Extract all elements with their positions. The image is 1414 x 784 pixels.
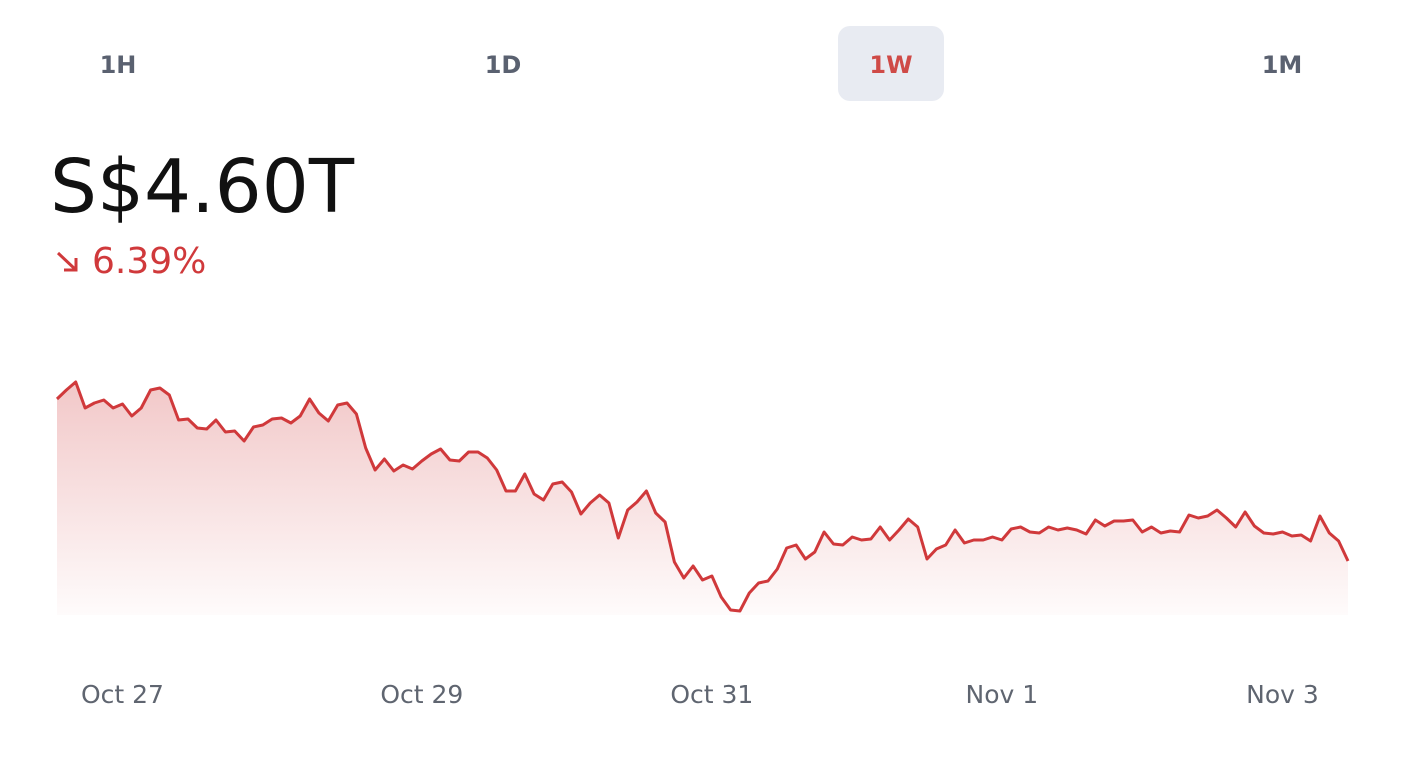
- x-tick-label: Nov 3: [1246, 680, 1319, 709]
- tab-highlight: [838, 26, 944, 101]
- tab[interactable]: 1W: [869, 51, 912, 79]
- down-arrow: [56, 251, 78, 272]
- area-fill: [57, 382, 1348, 615]
- price: S$4.60T: [50, 144, 355, 230]
- x-tick-label: Oct 29: [380, 680, 463, 709]
- tab[interactable]: 1H: [100, 51, 137, 79]
- tab[interactable]: 1M: [1262, 51, 1303, 79]
- change: 6.39%: [92, 241, 206, 282]
- tab[interactable]: 1D: [485, 51, 522, 79]
- x-tick-label: Nov 1: [966, 680, 1039, 709]
- x-tick-label: Oct 31: [670, 680, 753, 709]
- x-tick-label: Oct 27: [81, 680, 164, 709]
- price-line: [55, 380, 1350, 613]
- range-tabs: 1H 1D 1W 1M: [100, 26, 1303, 101]
- plot: Oct 27 Oct 29 Oct 31 Nov 1 Nov 3: [55, 380, 1350, 709]
